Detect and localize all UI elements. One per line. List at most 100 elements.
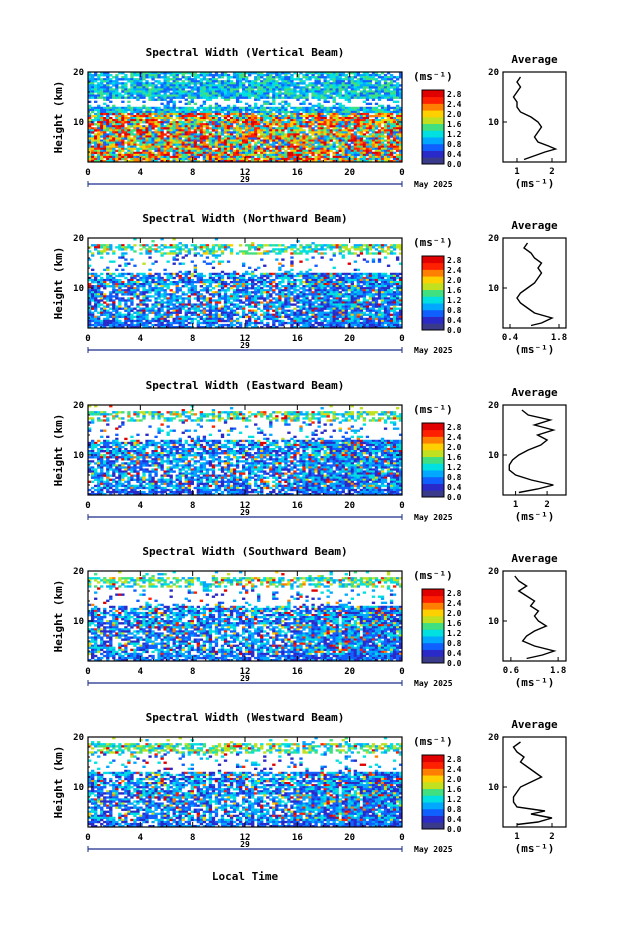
heatmap-cell (374, 127, 379, 130)
heatmap-cell (272, 155, 276, 159)
heatmap-cell (299, 90, 303, 93)
heatmap-cell (181, 157, 185, 161)
heatmap-cell (232, 274, 237, 278)
heatmap-cell (208, 272, 213, 276)
heatmap-cell (254, 145, 258, 148)
heatmap-cell (118, 278, 122, 282)
heatmap-cell (238, 274, 243, 278)
heatmap-cell (220, 139, 225, 142)
heatmap-cell (308, 78, 312, 81)
heatmap-cell (326, 88, 330, 91)
heatmap-cell (278, 283, 282, 286)
heatmap-cell (356, 143, 361, 146)
heatmap-cell (127, 278, 131, 282)
heatmap-cell (130, 285, 134, 288)
heatmap-cell (217, 272, 222, 276)
heatmap-cell (302, 102, 306, 106)
heatmap-cell (181, 278, 185, 282)
heatmap-cell (232, 135, 237, 138)
heatmap-cell (226, 98, 231, 101)
heatmap-cell (163, 127, 167, 130)
heatmap-cell (148, 125, 152, 128)
heatmap-cell (223, 137, 228, 140)
heatmap-cell (374, 102, 379, 106)
heatmap-cell (172, 272, 176, 276)
heatmap-cell (284, 76, 288, 79)
heatmap-cell (269, 278, 273, 282)
heatmap-cell (368, 252, 373, 255)
heatmap-cell (163, 92, 167, 95)
heatmap-cell (142, 104, 146, 108)
heatmap-cell (329, 121, 333, 124)
heatmap-cell (205, 137, 210, 140)
heatmap-cell (91, 155, 95, 159)
heatmap-cell (154, 80, 158, 83)
heatmap-cell (103, 72, 107, 75)
heatmap-cell (220, 129, 225, 132)
heatmap-cell (205, 285, 210, 288)
heatmap-cell (287, 123, 291, 126)
heatmap-cell (380, 133, 385, 136)
heatmap-cell (281, 139, 285, 142)
heatmap-cell (362, 74, 367, 77)
heatmap-cell (338, 72, 342, 75)
heatmap-cell (238, 117, 243, 120)
heatmap-cell (380, 94, 385, 97)
heatmap-cell (251, 110, 255, 114)
heatmap-cell (154, 110, 158, 114)
heatmap-cell (383, 250, 388, 253)
heatmap-cell (368, 94, 373, 97)
heatmap-cell (229, 143, 234, 146)
heatmap-cell (320, 90, 324, 93)
heatmap-cell (118, 94, 122, 97)
heatmap-cell (362, 248, 367, 251)
heatmap-cell (130, 248, 134, 251)
heatmap-cell (115, 153, 119, 157)
heatmap-cell (160, 254, 164, 257)
heatmap-cell (359, 157, 364, 161)
heatmap-cell (205, 72, 210, 75)
heatmap-cell (320, 117, 324, 120)
heatmap-cell (353, 117, 358, 120)
heatmap-cell (245, 278, 249, 282)
heatmap-cell (290, 90, 294, 93)
heatmap-cell (142, 121, 146, 124)
heatmap-cell (359, 108, 364, 112)
heatmap-cell (88, 129, 92, 132)
heatmap-cell (380, 246, 385, 249)
heatmap-cell (157, 147, 161, 151)
heatmap-cell (344, 276, 348, 280)
heatmap-cell (184, 92, 188, 95)
heatmap-cell (157, 74, 161, 77)
heatmap-cell (296, 151, 300, 155)
heatmap-cell (97, 129, 101, 132)
heatmap-cell (238, 112, 243, 116)
heatmap-cell (377, 153, 382, 157)
heatmap-cell (365, 131, 370, 134)
heatmap-cell (220, 274, 225, 278)
heatmap-cell (109, 274, 113, 278)
heatmap-cell (109, 96, 113, 99)
heatmap-cell (359, 82, 364, 85)
heatmap-cell (287, 280, 291, 284)
heatmap-cell (392, 137, 397, 140)
heatmap-cell (365, 94, 370, 97)
heatmap-cell (109, 108, 113, 112)
heatmap-cell (269, 72, 273, 75)
heatmap-cell (332, 266, 336, 269)
heatmap-cell (302, 147, 306, 151)
heatmap-cell (290, 260, 294, 263)
heatmap-cell (184, 112, 188, 116)
heatmap-cell (329, 159, 333, 163)
heatmap-cell (205, 244, 210, 247)
heatmap-cell (193, 119, 197, 122)
heatmap-cell (208, 252, 213, 255)
heatmap-cell (365, 283, 370, 286)
heatmap-cell (139, 106, 143, 110)
heatmap-cell (232, 143, 237, 146)
heatmap-cell (371, 86, 376, 89)
heatmap-cell (296, 240, 300, 243)
heatmap-cell (275, 131, 279, 134)
heatmap-cell (263, 78, 267, 81)
heatmap-cell (127, 123, 131, 126)
